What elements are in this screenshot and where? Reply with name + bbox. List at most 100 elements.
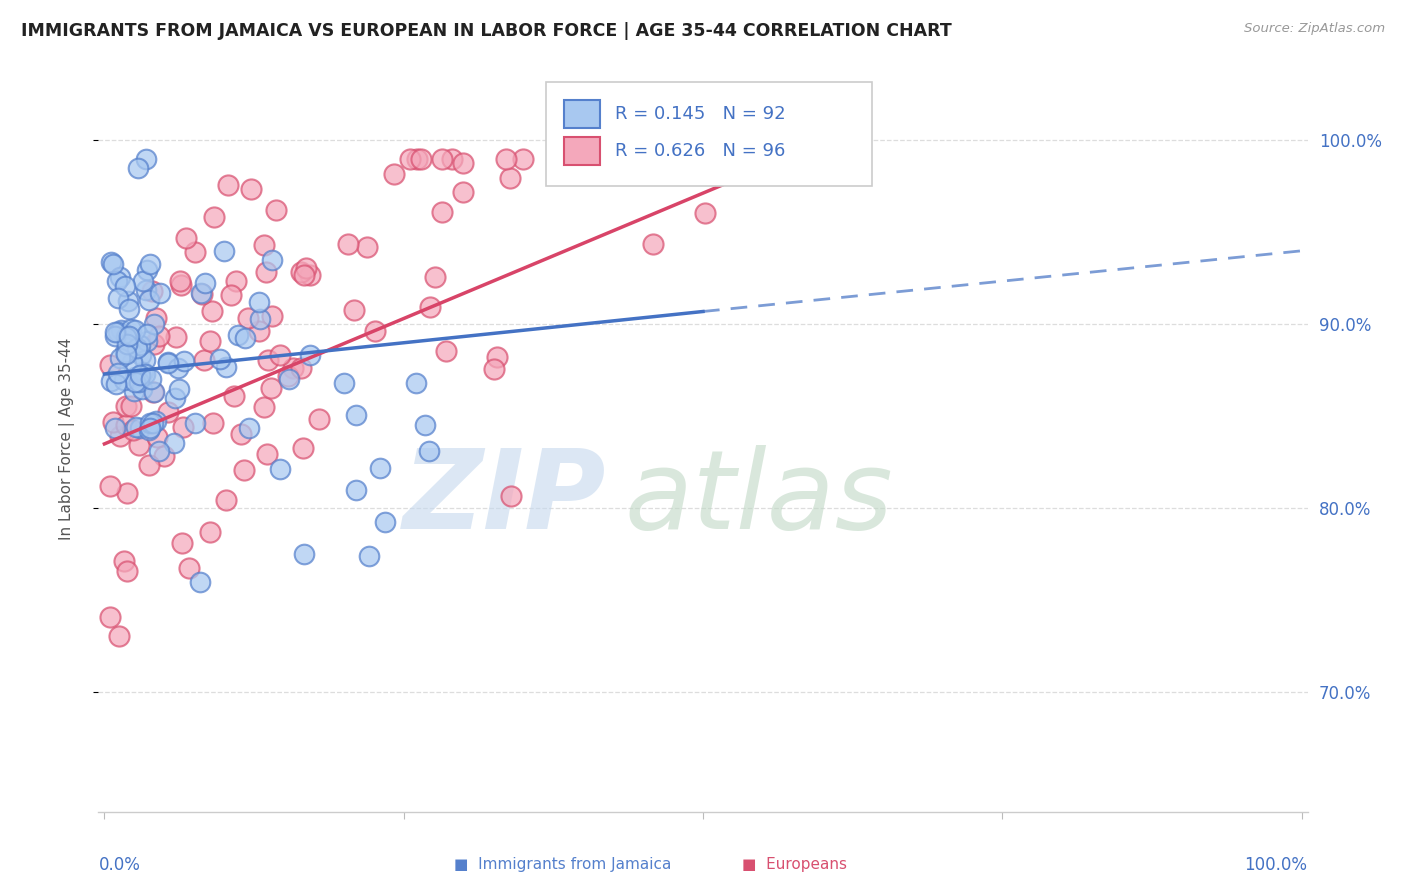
Point: [501, 489, 523, 503]
Point: [145, 310, 167, 325]
Point: [418, 444, 440, 458]
Point: [399, 152, 422, 166]
Point: [434, 344, 457, 359]
Point: [138, 421, 160, 435]
Point: [486, 350, 509, 364]
Point: [295, 260, 318, 275]
Point: [100, 479, 122, 493]
Text: 100.0%: 100.0%: [1244, 856, 1308, 874]
Point: [292, 547, 315, 561]
Point: [156, 356, 179, 370]
Point: [104, 421, 127, 435]
Point: [115, 399, 138, 413]
Point: [107, 367, 129, 381]
Point: [512, 152, 534, 166]
Point: [215, 359, 238, 374]
Point: [100, 610, 122, 624]
Point: [127, 161, 149, 175]
Point: [194, 276, 217, 290]
Y-axis label: In Labor Force | Age 35-44: In Labor Force | Age 35-44: [59, 338, 75, 541]
Point: [277, 369, 299, 384]
Point: [128, 438, 150, 452]
Point: [215, 493, 238, 508]
Point: [112, 373, 135, 387]
Point: [141, 372, 163, 386]
Point: [135, 284, 157, 298]
Point: [226, 327, 249, 342]
Point: [238, 420, 260, 434]
Point: [364, 324, 387, 338]
Point: [136, 262, 159, 277]
Point: [716, 152, 738, 166]
Point: [148, 286, 170, 301]
Point: [229, 427, 252, 442]
Point: [135, 326, 157, 341]
Point: [233, 330, 256, 344]
Point: [135, 152, 157, 166]
Point: [202, 210, 225, 224]
Point: [105, 274, 128, 288]
Point: [157, 405, 180, 419]
Point: [114, 330, 136, 344]
Point: [162, 435, 184, 450]
Point: [141, 284, 163, 298]
Point: [405, 376, 427, 391]
Point: [107, 629, 129, 643]
FancyBboxPatch shape: [564, 100, 600, 128]
Point: [131, 382, 153, 396]
Point: [238, 310, 260, 325]
Text: 0.0%: 0.0%: [98, 856, 141, 874]
Point: [129, 368, 152, 383]
Point: [104, 326, 127, 340]
Point: [264, 202, 287, 217]
Point: [278, 371, 301, 385]
Point: [110, 323, 132, 337]
Point: [253, 238, 276, 252]
Point: [430, 152, 453, 166]
Point: [290, 361, 312, 376]
Point: [114, 278, 136, 293]
Point: [104, 376, 127, 391]
Point: [432, 204, 454, 219]
Point: [290, 265, 312, 279]
Point: [222, 389, 245, 403]
Point: [368, 460, 391, 475]
Point: [129, 338, 152, 352]
Point: [138, 423, 160, 437]
Point: [114, 344, 136, 359]
Point: [143, 317, 166, 331]
Point: [344, 483, 367, 497]
Point: [146, 430, 169, 444]
Point: [132, 365, 155, 379]
Point: [201, 304, 224, 318]
Point: [664, 152, 686, 166]
Point: [219, 287, 242, 301]
Point: [131, 274, 153, 288]
Point: [138, 293, 160, 307]
Point: [418, 301, 440, 315]
Point: [115, 346, 138, 360]
Point: [281, 360, 304, 375]
Text: ZIP: ZIP: [402, 445, 606, 552]
Point: [152, 449, 174, 463]
Point: [298, 348, 321, 362]
Point: [233, 462, 256, 476]
Point: [247, 295, 270, 310]
Point: [572, 152, 595, 166]
Point: [451, 156, 474, 170]
Text: ■  Immigrants from Jamaica: ■ Immigrants from Jamaica: [454, 857, 671, 872]
Text: atlas: atlas: [624, 445, 893, 552]
Point: [260, 252, 283, 267]
Point: [115, 564, 138, 578]
Point: [190, 285, 212, 300]
Point: [291, 441, 314, 455]
Point: [256, 447, 278, 461]
Point: [148, 444, 170, 458]
Point: [134, 352, 156, 367]
Point: [177, 560, 200, 574]
Point: [128, 375, 150, 389]
Point: [495, 152, 517, 166]
Point: [173, 354, 195, 368]
Point: [100, 375, 122, 389]
Point: [108, 270, 131, 285]
